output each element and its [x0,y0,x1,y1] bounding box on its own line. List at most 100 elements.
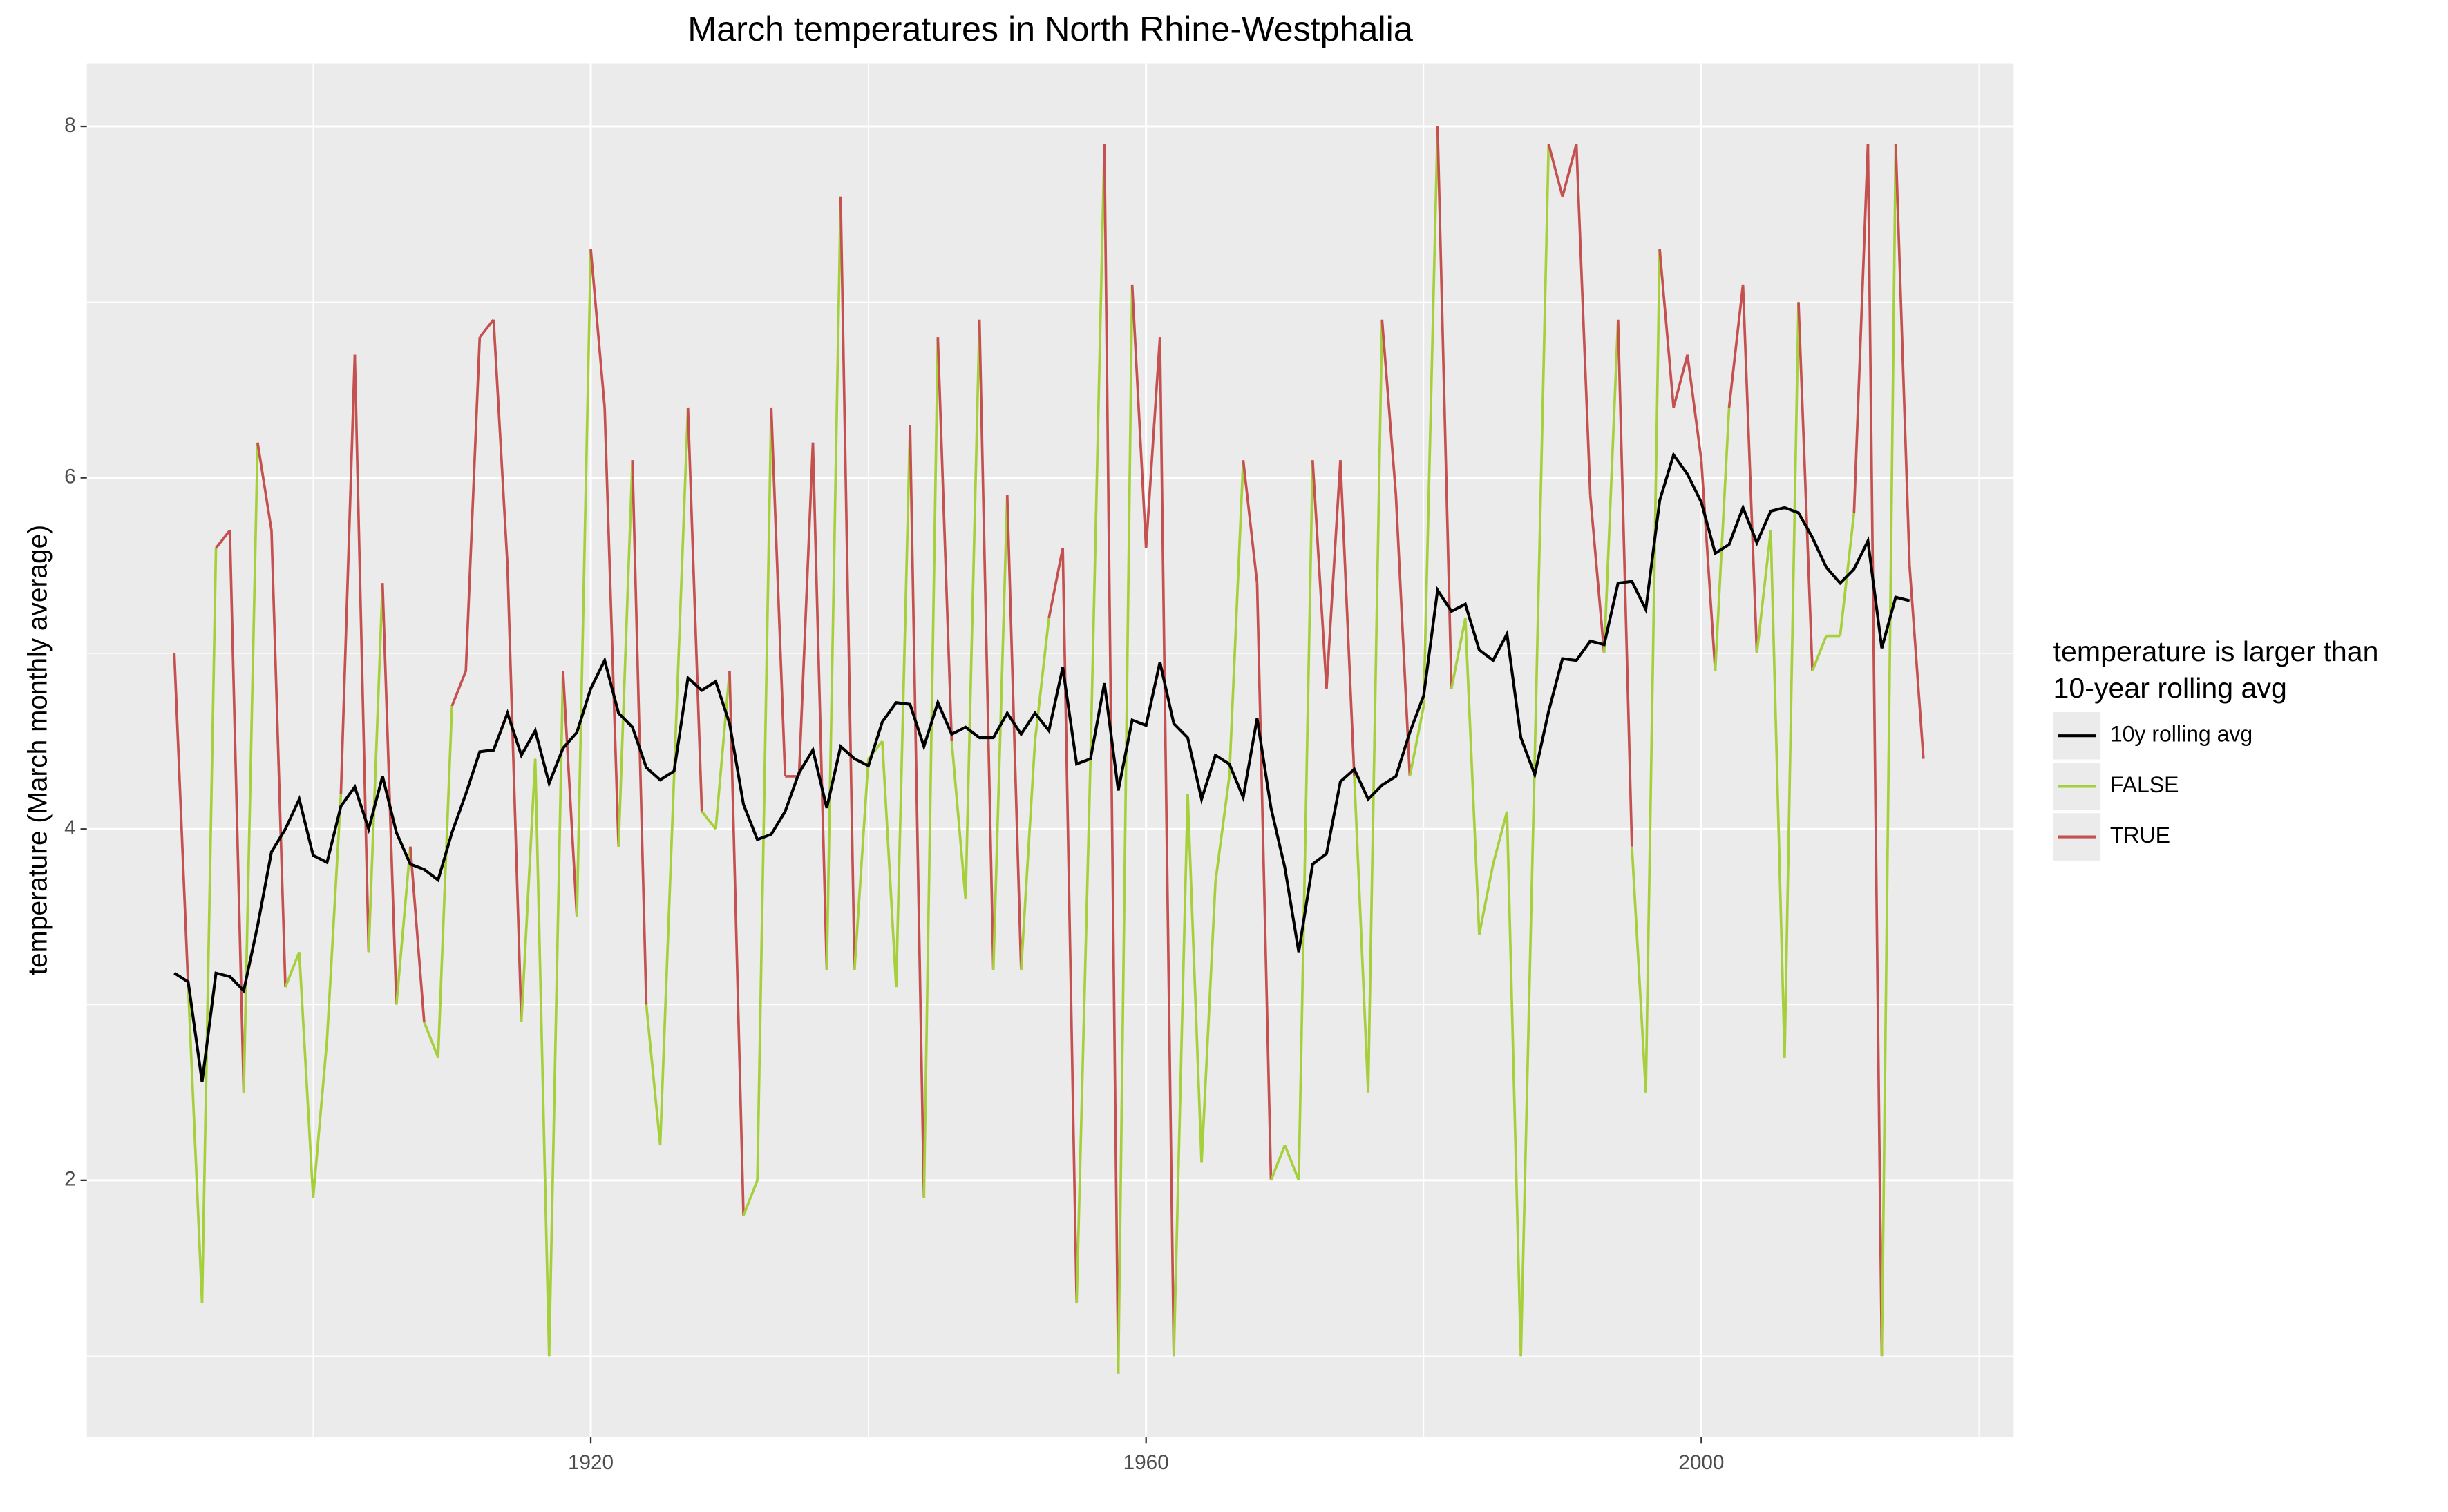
chart-title: March temperatures in North Rhine-Westph… [687,9,1413,48]
temperature-segment [395,846,412,1005]
temperature-segment [492,319,509,566]
temperature-segment [1866,144,1884,1357]
temperature-segment [1283,1145,1300,1181]
temperature-segment [450,670,467,707]
temperature-segment [1311,460,1328,689]
temperature-segment [1463,618,1481,935]
temperature-segment [562,671,578,917]
temperature-segment [1880,144,1897,1357]
temperature-segment [839,196,856,970]
temperature-segment [1325,460,1342,689]
temperature-segment [1034,618,1050,742]
temperature-segment [547,671,564,1357]
temperature-segment [1741,284,1758,654]
temperature-segment [797,442,815,777]
temperature-segment [1117,284,1134,1374]
temperature-segment [1478,863,1495,935]
temperature-segment [1811,635,1828,672]
temperature-segment [589,249,606,408]
temperature-segment [1144,337,1161,548]
y-axis-label: temperature (March monthly average) [23,525,53,975]
temperature-segment [1173,794,1189,1357]
temperature-segment [1394,495,1412,777]
temperature-segment [1783,302,1800,1058]
temperature-segment [187,987,204,1303]
temperature-segment [1658,249,1675,408]
temperature-segment [200,548,218,1303]
temperature-segment [520,758,537,1023]
temperature-segment [437,706,453,1058]
temperature-segment [215,529,231,549]
temperature-segment [1436,126,1453,689]
temperature-segment [1727,284,1745,408]
temperature-segment [1631,846,1647,1093]
temperature-segment [1047,548,1064,619]
temperature-segment [409,846,426,1023]
temperature-segment [1200,881,1217,1163]
temperature-segment [423,1022,439,1058]
legend-label: TRUE [2110,823,2170,848]
temperature-segment [1700,460,1717,671]
temperature-segment [603,407,620,847]
temperature-segment [1255,583,1273,1180]
temperature-segment [256,442,273,531]
temperature-segment [464,337,482,671]
temperature-segment [1547,144,1564,198]
temperature-segment [701,810,717,830]
temperature-segment [576,249,592,917]
temperature-segment [1644,249,1661,1093]
temperature-segment [1339,460,1356,777]
temperature-segment [478,318,495,338]
x-tick-label: 1920 [568,1451,614,1474]
temperature-segment [1408,705,1425,777]
temperature-segment [728,671,745,1216]
temperature-segment [714,671,731,830]
temperature-segment [936,337,953,742]
legend-label: FALSE [2110,772,2179,797]
temperature-segment [964,319,981,900]
temperature-segment [1380,319,1398,496]
temperature-segment [909,425,926,1198]
panel [86,63,2014,1437]
temperature-segment [1020,740,1036,970]
x-tick-label: 2000 [1678,1451,1724,1474]
y-tick-label: 2 [64,1168,76,1191]
temperature-segment [1533,144,1550,759]
grid [86,63,2014,1437]
legend: 10y rolling avg FALSE TRUE [2053,711,2252,861]
temperature-segment [1005,495,1023,970]
temperature-segment [325,794,343,1040]
temperature-segment [1492,811,1508,865]
temperature-segment [1297,460,1314,1180]
temperature-segment [950,740,967,900]
temperature-segment [1130,284,1148,548]
y-tick-label: 4 [64,816,76,839]
temperature-segment [978,319,995,970]
temperature-segment [1519,758,1537,1357]
temperature-segment [1353,776,1369,1093]
temperature-segment [353,354,370,953]
marks [173,126,1925,1374]
temperature-segment [1075,758,1092,1303]
legend-title: temperature is larger than [2053,635,2379,667]
temperature-segment [270,530,287,988]
x-tick-label: 1960 [1123,1451,1169,1474]
temperature-segment [1186,794,1203,1163]
temperature-segment [631,460,648,1005]
temperature-segment [1769,530,1786,1058]
temperature-segment [881,740,898,988]
temperature-segment [1797,302,1814,671]
temperature-segment [895,425,911,988]
temperature-segment [658,776,676,1146]
temperature-segment [312,1040,329,1198]
temperature-segment [853,758,870,970]
temperature-segment [1422,126,1439,707]
temperature-segment [533,758,551,1357]
temperature-segment [381,583,398,1005]
temperature-segment [1450,618,1467,689]
temperature-segment [1561,144,1578,198]
temperature-segment [1588,495,1606,654]
temperature-segment [770,407,787,777]
